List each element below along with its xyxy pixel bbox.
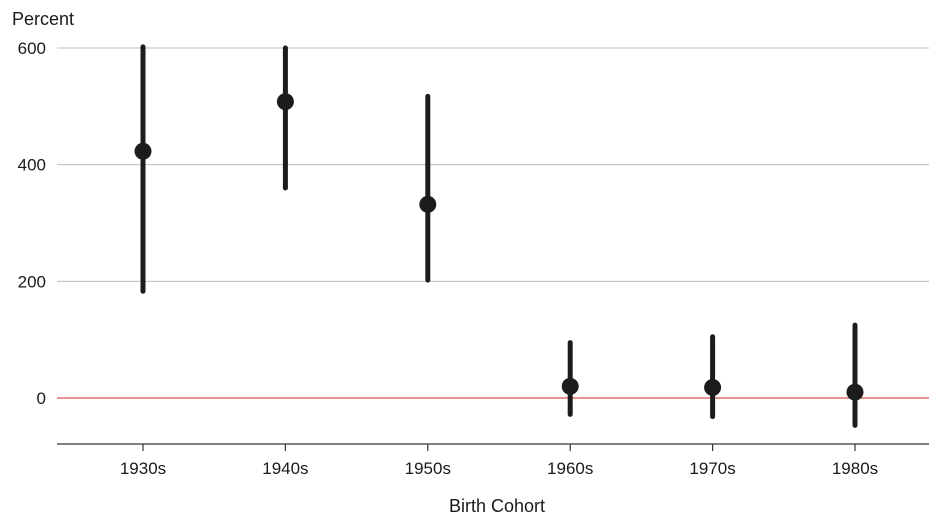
x-axis-title: Birth Cohort xyxy=(449,496,545,516)
y-tick-label: 0 xyxy=(37,389,46,408)
y-tick-label: 200 xyxy=(18,272,46,291)
x-tick-label: 1930s xyxy=(120,459,166,478)
gridlines xyxy=(57,47,929,282)
y-axis-title: Percent xyxy=(12,9,74,29)
x-tick-label: 1950s xyxy=(405,459,451,478)
data-point xyxy=(561,377,579,395)
tick-labels: 0 200 400 600 1930s 1940s 1950s 1960s 1970s 1980s xyxy=(18,39,879,478)
data-point xyxy=(846,383,864,401)
x-tick-label: 1960s xyxy=(547,459,593,478)
x-axis xyxy=(57,443,929,451)
data-point xyxy=(276,93,294,111)
x-tick-label: 1980s xyxy=(832,459,878,478)
data-point xyxy=(134,142,152,160)
x-tick-label: 1940s xyxy=(262,459,308,478)
y-tick-label: 600 xyxy=(18,39,46,58)
data-point xyxy=(419,195,437,213)
x-tick-label: 1970s xyxy=(689,459,735,478)
data-point xyxy=(704,379,722,396)
data-marks xyxy=(134,44,864,428)
y-tick-label: 400 xyxy=(18,156,46,175)
